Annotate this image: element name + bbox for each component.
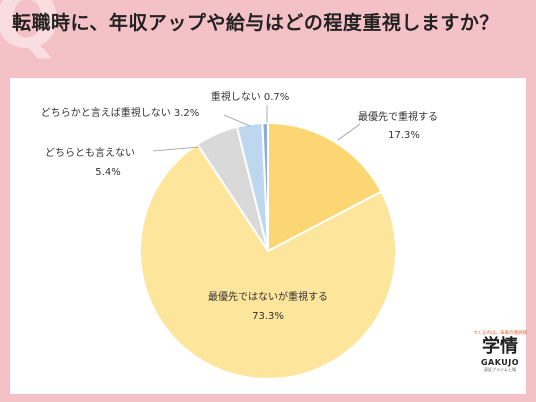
slice-label-4: 重視しない 0.7% [211, 90, 290, 103]
gakujo-logo: つくるのは、未来の選択肢 学情 GAKUJO 東証プライム上場 [470, 328, 530, 394]
logo-foot: 東証プライム上場 [484, 367, 516, 372]
page-title: 転職時に、年収アップや給与はどの程度重視しますか？ [12, 12, 499, 34]
slice-label-0: 最優先で重視する [358, 110, 438, 123]
chart-panel: 最優先で重視する 17.3% 最優先ではないが重視する 73.3% どちらとも言えない 5… [10, 78, 526, 394]
slice-label-1: 最優先ではないが重視する [208, 290, 328, 303]
slice-value-1: 73.3% [252, 311, 284, 322]
logo-tagline: つくるのは、未来の選択肢 [473, 331, 527, 336]
leader-line-2 [152, 146, 200, 152]
leader-line-0 [337, 123, 361, 141]
pie-chart: 最優先で重視する 17.3% 最優先ではないが重視する 73.3% どちらとも言えない 5… [41, 90, 438, 380]
slice-value-2: 5.4% [95, 167, 120, 178]
slice-label-3: どちらかと言えば重視しない 3.2% [41, 106, 200, 119]
pie-slice-4 [261, 121, 269, 252]
slice-value-0: 17.3% [388, 130, 420, 141]
slice-label-2: どちらとも言えない [45, 146, 135, 159]
pie-slice-1 [139, 142, 397, 380]
logo-name: 学情 [482, 336, 518, 357]
pie-slice-0 [267, 121, 383, 253]
logo-sub: GAKUJO [480, 358, 520, 367]
leader-line-3 [223, 114, 251, 127]
q-watermark: Q [0, 0, 61, 66]
